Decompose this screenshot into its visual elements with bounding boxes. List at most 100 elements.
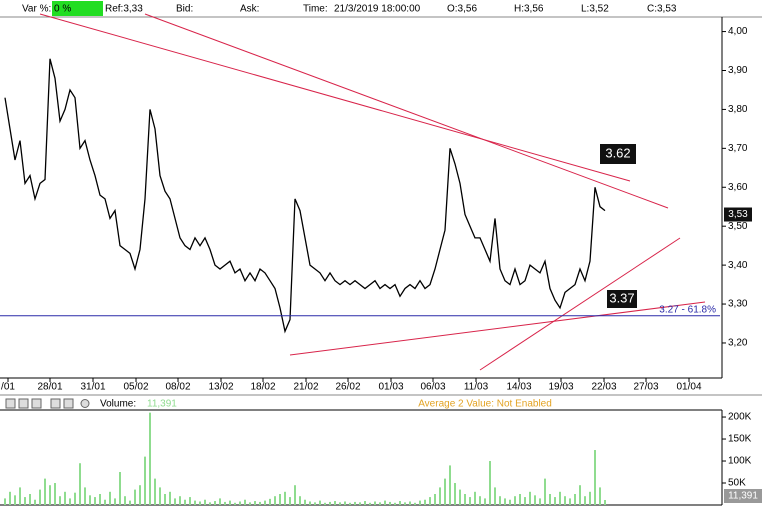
volume-bar bbox=[264, 500, 266, 505]
volume-bar bbox=[84, 487, 86, 505]
volume-bar bbox=[444, 478, 446, 505]
volume-bar bbox=[599, 487, 601, 505]
volume-bar bbox=[539, 498, 541, 505]
volume-bar bbox=[424, 499, 426, 505]
y-tick-label: 100K bbox=[728, 456, 752, 467]
time-label: Time: bbox=[303, 4, 328, 15]
y-tick-label: 50K bbox=[728, 478, 746, 489]
volume-bar bbox=[374, 501, 376, 505]
volume-bar bbox=[309, 501, 311, 505]
x-tick-label: 31/01 bbox=[80, 382, 105, 393]
volume-bar bbox=[299, 496, 301, 505]
x-tick-label: 19/03 bbox=[548, 382, 573, 393]
reference-label: 3.27 - 61.8% bbox=[659, 304, 716, 315]
volume-bar bbox=[39, 489, 41, 505]
volume-bar bbox=[154, 478, 156, 505]
volume-bar bbox=[164, 494, 166, 505]
x-tick-label: 06/03 bbox=[420, 382, 445, 393]
volume-bar bbox=[464, 494, 466, 505]
annotation-box bbox=[600, 144, 636, 164]
volume-bar bbox=[549, 494, 551, 505]
volume-bar bbox=[514, 496, 516, 505]
minimize-button[interactable] bbox=[5, 398, 16, 409]
volume-bar bbox=[224, 501, 226, 505]
volume-bar bbox=[69, 498, 71, 505]
volume-bar bbox=[259, 501, 261, 505]
x-tick-label: 21/02 bbox=[293, 382, 318, 393]
x-tick-label: 14/03 bbox=[506, 382, 531, 393]
volume-panel bbox=[0, 395, 762, 509]
y-tick-label: 150K bbox=[728, 434, 752, 445]
volume-bar bbox=[49, 485, 51, 505]
volume-bar bbox=[199, 501, 201, 505]
volume-bar bbox=[519, 494, 521, 505]
annotation-label: 3.62 bbox=[605, 145, 630, 160]
volume-bar bbox=[79, 463, 81, 505]
x-tick-label: 28/01 bbox=[37, 382, 62, 393]
volume-bar bbox=[294, 485, 296, 505]
volume-bar bbox=[409, 501, 411, 505]
volume-bar bbox=[44, 478, 46, 505]
volume-current: 11,391 bbox=[147, 399, 177, 410]
volume-bar bbox=[319, 500, 321, 505]
volume-bar bbox=[534, 495, 536, 505]
settings-button[interactable] bbox=[80, 399, 90, 408]
ask: Ask: bbox=[240, 4, 259, 15]
volume-bar bbox=[29, 494, 31, 505]
volume-bar bbox=[269, 498, 271, 505]
volume-bar bbox=[189, 497, 191, 505]
trendline bbox=[39, 13, 631, 182]
x-tick-label: 13/02 bbox=[208, 382, 233, 393]
volume-bar bbox=[394, 502, 396, 505]
volume-bar bbox=[434, 494, 436, 505]
volume-bar bbox=[14, 495, 16, 505]
var-box bbox=[52, 1, 103, 16]
volume-bar bbox=[559, 491, 561, 505]
x-tick-label: 22/03 bbox=[591, 382, 616, 393]
x-tick-label: /01 bbox=[1, 382, 15, 393]
volume-bar bbox=[119, 472, 121, 505]
x-tick-label: 05/02 bbox=[123, 382, 148, 393]
volume-bar bbox=[304, 499, 306, 505]
y-tick-label: 200K bbox=[728, 412, 752, 423]
volume-bar bbox=[114, 498, 116, 505]
panel-toolbar bbox=[5, 398, 90, 409]
close-button[interactable] bbox=[31, 398, 42, 409]
volume-bar bbox=[169, 491, 171, 505]
volume-bar bbox=[384, 500, 386, 505]
volume-bar bbox=[229, 500, 231, 505]
volume-bar bbox=[564, 496, 566, 505]
volume-bar bbox=[489, 461, 491, 505]
var-label: Var %: bbox=[22, 4, 51, 15]
down-button[interactable] bbox=[63, 398, 74, 409]
volume-bar bbox=[4, 498, 6, 505]
volume-bar bbox=[339, 502, 341, 505]
volume-bar bbox=[414, 502, 416, 505]
volume-bar bbox=[64, 491, 66, 505]
volume-bar bbox=[104, 499, 106, 505]
volume-bar bbox=[89, 495, 91, 505]
volume-bar bbox=[94, 497, 96, 505]
volume-plot bbox=[4, 412, 606, 505]
annotation-label: 3.37 bbox=[609, 290, 634, 305]
volume-bar bbox=[149, 412, 151, 505]
high: H:3,56 bbox=[514, 4, 544, 15]
volume-bar bbox=[109, 491, 111, 505]
volume-bar bbox=[174, 498, 176, 505]
y-tick-label: 3,60 bbox=[728, 182, 748, 193]
average-label: Average 2 Value: Not Enabled bbox=[418, 399, 552, 410]
volume-bar bbox=[334, 501, 336, 505]
volume-bar bbox=[219, 498, 221, 505]
time: 21/3/2019 18:00:00 bbox=[334, 4, 421, 15]
volume-bar bbox=[214, 501, 216, 505]
volume-bar bbox=[54, 483, 56, 505]
up-button[interactable] bbox=[50, 398, 61, 409]
volume-bar bbox=[369, 502, 371, 505]
volume-bar bbox=[574, 494, 576, 505]
volume-bar bbox=[134, 489, 136, 505]
volume-bar bbox=[359, 502, 361, 505]
volume-bar bbox=[429, 497, 431, 505]
maximize-button[interactable] bbox=[18, 398, 29, 409]
trendlines bbox=[39, 13, 706, 371]
